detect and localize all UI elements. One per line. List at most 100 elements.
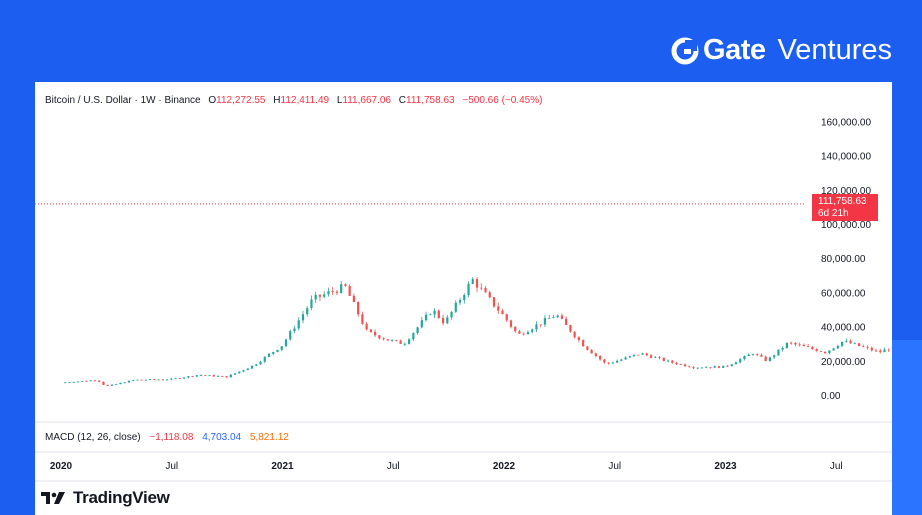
candle-body [828, 350, 831, 354]
candle-body [327, 291, 330, 295]
candle-body [64, 382, 67, 384]
candle-body [654, 357, 657, 359]
candle-body [136, 379, 139, 381]
x-axis-tick-label: 2020 [50, 461, 73, 472]
candle-body [255, 364, 258, 366]
candle-body [335, 291, 339, 293]
candle-body [115, 384, 118, 385]
candle-body [85, 380, 88, 382]
open-value: 112,272.55 [216, 95, 266, 106]
macd-label: MACD (12, 26, close) [45, 432, 141, 443]
candle-body [857, 343, 861, 347]
candle-body [420, 320, 423, 328]
candle-body [233, 373, 237, 375]
candle-body [314, 294, 317, 300]
candle-body [212, 375, 215, 377]
candle-body [110, 384, 114, 386]
candle-body [751, 354, 755, 356]
x-axis-tick-label: 2021 [271, 461, 294, 472]
candle-body [450, 311, 453, 318]
candlestick-chart[interactable]: 160,000.00 140,000.00 120,000.00 100,000.00… [35, 82, 892, 515]
candle-body [883, 349, 886, 353]
x-axis-tick-label: Jul [830, 461, 843, 472]
candle-body [756, 354, 759, 356]
candle-body [531, 329, 534, 333]
y-axis-tick-label: 60,000.00 [821, 288, 866, 299]
candle-body [102, 381, 105, 385]
candle-body [526, 332, 530, 335]
candle-body [216, 376, 220, 377]
candle-body [475, 279, 479, 288]
candle-body [492, 297, 496, 307]
candle-body [374, 331, 377, 336]
candle-body [815, 349, 818, 352]
candle-body [272, 351, 275, 354]
bar-countdown: 6d 21h [818, 208, 849, 219]
candle-body [183, 377, 186, 379]
x-axis-tick-label: Jul [165, 461, 178, 472]
candle-body [637, 354, 640, 356]
candle-body [208, 375, 211, 376]
candle-body [195, 375, 198, 377]
candle-body [582, 340, 585, 347]
candle-body [395, 340, 398, 341]
candle-body [556, 315, 559, 318]
candle-body [246, 368, 249, 371]
change-value: −500.66 (−0.45%) [462, 95, 543, 106]
candle-body [688, 366, 691, 368]
candle-body [301, 314, 305, 321]
candle-body [437, 310, 440, 318]
y-axis-tick-label: 160,000.00 [821, 117, 871, 128]
candle-body [505, 314, 508, 321]
candle-body [72, 382, 75, 383]
candle-body [357, 301, 360, 315]
candle-body [552, 317, 555, 319]
candle-body [645, 353, 648, 356]
candle-body [471, 279, 474, 284]
candle-body [590, 349, 593, 354]
close-value: 111,758.63 [406, 95, 455, 106]
close-label: C [398, 95, 407, 106]
tradingview-wordmark: TradingView [73, 488, 170, 507]
y-axis-tick-label: 80,000.00 [821, 254, 866, 265]
candle-body [153, 379, 156, 380]
candle-body [352, 295, 356, 302]
candle-body [692, 367, 695, 369]
low-value: 111,667.06 [342, 95, 391, 106]
candle-body [369, 329, 372, 332]
candle-body [641, 353, 644, 355]
candle-body [446, 317, 449, 324]
candle-body [790, 342, 793, 344]
candle-body [323, 294, 326, 297]
candle-body [509, 320, 513, 327]
candle-body [543, 318, 547, 325]
candle-body [832, 348, 835, 351]
candle-body [391, 340, 394, 341]
x-axis-tick-label: Jul [387, 461, 400, 472]
candle-body [250, 365, 254, 369]
candle-body [98, 380, 101, 382]
candle-body [785, 342, 789, 348]
candle-body [666, 360, 670, 362]
y-axis-tick-label: 100,000.00 [821, 220, 871, 231]
candle-body [119, 382, 122, 385]
candle-body [424, 314, 428, 321]
candle-body [548, 318, 551, 319]
candle-body [624, 357, 627, 360]
candle-body [229, 374, 232, 378]
candle-body [620, 359, 623, 361]
candle-body [819, 351, 822, 352]
x-axis-tick-label: 2023 [714, 461, 737, 472]
candle-body [488, 292, 491, 298]
candle-body [713, 366, 716, 368]
candle-body [81, 380, 84, 382]
candle-body [93, 380, 97, 382]
candle-body [671, 360, 674, 363]
candle-body [199, 375, 203, 376]
candle-body [480, 287, 483, 289]
candle-body [284, 339, 288, 347]
macd-signal-value: 4,703.04 [202, 432, 242, 443]
candle-body [535, 324, 538, 330]
candle-body [726, 365, 729, 367]
candle-body [879, 350, 882, 353]
